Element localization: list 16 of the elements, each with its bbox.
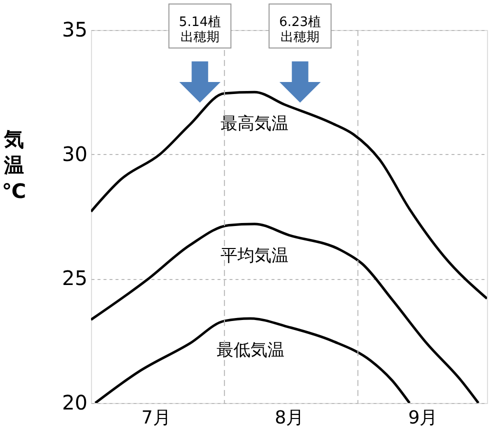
line-series xyxy=(91,222,480,403)
series-label: 最低気温 xyxy=(216,340,284,360)
y-tick-label: 30 xyxy=(62,142,88,166)
line-series xyxy=(94,317,411,403)
line-series xyxy=(91,90,487,300)
x-tick-label: 7月 xyxy=(141,408,171,428)
y-tick-label: 25 xyxy=(62,266,88,290)
series-label: 平均気温 xyxy=(220,246,289,266)
annotation: 6.23植出穂期 xyxy=(279,15,322,45)
annotation: 5.14植出穂期 xyxy=(178,15,221,45)
y-axis-title: 気温℃ xyxy=(2,127,26,203)
x-tick-label: 9月 xyxy=(408,408,438,428)
y-tick-label: 35 xyxy=(62,18,88,42)
y-tick-label: 20 xyxy=(62,390,88,414)
x-tick-label: 8月 xyxy=(274,408,304,428)
series-label: 最高気温 xyxy=(220,114,289,134)
